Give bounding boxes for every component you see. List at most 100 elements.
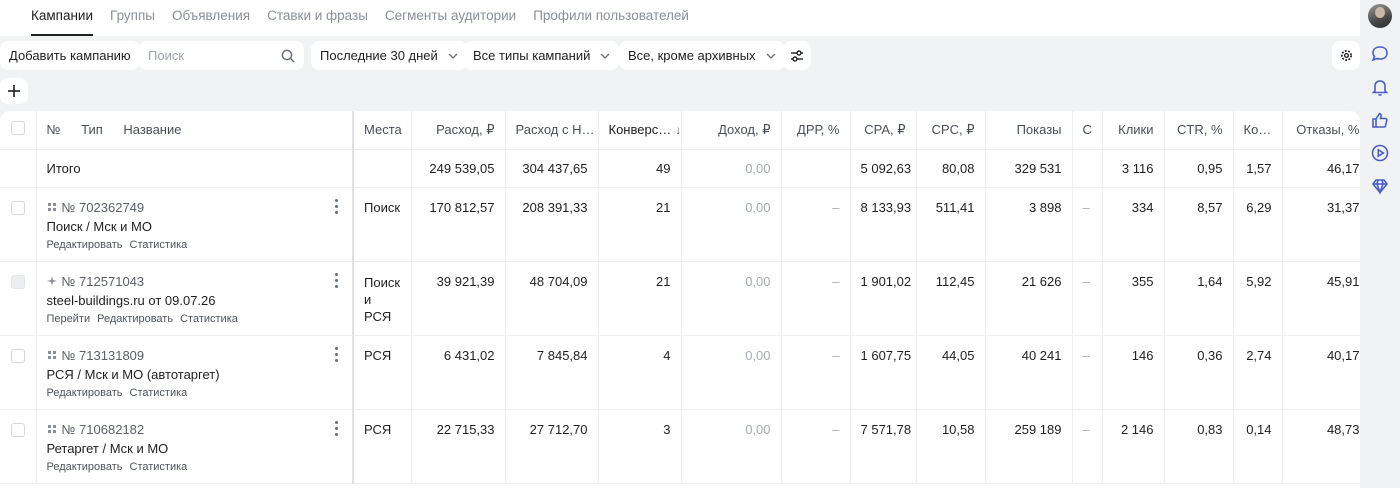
column-ctr[interactable]: CTR, %	[1164, 111, 1234, 150]
column-name[interactable]: Название	[123, 122, 182, 138]
toolbar: Добавить кампанию Последние 30 дней Все …	[0, 41, 1360, 70]
column-type[interactable]: Тип	[81, 122, 103, 138]
column-bounces[interactable]: Отказы, %	[1282, 111, 1360, 150]
column-conversions[interactable]: Конверс… ↓	[598, 111, 682, 150]
total-row: Итого 249 539,05 304 437,65 49 0,00 5 09…	[0, 149, 1360, 188]
search-icon[interactable]	[281, 49, 295, 63]
campaign-name[interactable]: РСЯ / Мск и МО (автотаргет)	[46, 366, 220, 382]
more-menu-icon[interactable]	[334, 346, 338, 362]
column-spend[interactable]: Расход, ₽	[411, 111, 506, 150]
search-input[interactable]	[148, 48, 281, 63]
campaign-revenue: 0,00	[681, 335, 782, 410]
chevron-down-icon	[766, 53, 776, 59]
campaign-id[interactable]: № 713131809	[61, 347, 145, 363]
add-row-button[interactable]	[0, 78, 28, 104]
campaign-ko: 0,14	[1233, 409, 1283, 484]
row-checkbox[interactable]	[10, 422, 25, 437]
campaign-links: Редактировать Статистика	[47, 461, 343, 473]
row-select-cell	[0, 335, 37, 410]
campaign-drr: –	[781, 187, 851, 262]
table-row: № 710682182 Ретаргет / Мск и МО Редактир…	[0, 409, 1360, 484]
add-campaign-label: Добавить кампанию	[9, 48, 131, 63]
column-revenue[interactable]: Доход, ₽	[681, 111, 782, 150]
column-ko[interactable]: Ко…	[1233, 111, 1283, 150]
tab-audience-segments[interactable]: Сегменты аудитории	[384, 8, 517, 23]
campaign-bounces: 48,73	[1282, 409, 1360, 484]
column-c[interactable]: С	[1072, 111, 1103, 150]
chevron-down-icon	[448, 53, 458, 59]
column-impressions[interactable]: Показы	[985, 111, 1073, 150]
play-icon[interactable]	[1369, 142, 1391, 164]
statistics-link[interactable]: Статистика	[129, 238, 188, 251]
tab-bar: Кампании Группы Объявления Ставки и фраз…	[0, 0, 1360, 36]
campaign-spend-vat: 27 712,70	[505, 409, 599, 484]
campaign-conversions: 4	[598, 335, 682, 410]
campaign-types-select[interactable]: Все типы кампаний	[464, 41, 620, 70]
row-select-cell	[0, 261, 37, 336]
chat-icon[interactable]	[1369, 43, 1391, 65]
campaign-c: –	[1072, 335, 1103, 410]
settings-button[interactable]	[1332, 41, 1360, 70]
campaign-cell: № 702362749 Поиск / Мск и МО Редактирова…	[36, 187, 354, 262]
campaign-cpa: 8 133,93	[850, 187, 917, 262]
select-all-cell	[0, 111, 37, 150]
column-clicks[interactable]: Клики	[1102, 111, 1165, 150]
tab-user-profiles[interactable]: Профили пользователей	[533, 8, 689, 23]
total-c	[1072, 149, 1103, 188]
bell-icon[interactable]	[1369, 76, 1391, 98]
column-cpc[interactable]: CPC, ₽	[916, 111, 986, 150]
row-checkbox[interactable]	[10, 200, 25, 215]
more-menu-icon[interactable]	[334, 272, 338, 288]
campaign-spend: 22 715,33	[411, 409, 506, 484]
edit-link[interactable]: Редактировать	[46, 386, 123, 399]
campaign-id[interactable]: № 710682182	[61, 421, 145, 437]
column-places[interactable]: Места	[353, 111, 412, 150]
thumbs-up-icon[interactable]	[1369, 109, 1391, 131]
add-campaign-button[interactable]: Добавить кампанию	[0, 41, 140, 70]
edit-link[interactable]: Редактировать	[97, 312, 174, 325]
column-drr[interactable]: ДРР, %	[781, 111, 851, 150]
campaign-bounces: 40,17	[1282, 335, 1360, 410]
campaign-cpc: 10,58	[916, 409, 986, 484]
campaign-id-line: № 702362749	[47, 200, 343, 215]
campaign-name[interactable]: steel-buildings.ru от 09.07.26	[46, 292, 216, 308]
total-conversions: 49	[598, 149, 682, 188]
statistics-link[interactable]: Статистика	[180, 312, 238, 325]
tab-campaigns[interactable]: Кампании	[31, 0, 94, 36]
gear-icon	[1340, 50, 1352, 61]
column-spend-vat[interactable]: Расход с Н…	[505, 111, 599, 150]
campaign-ctr: 1,64	[1164, 261, 1234, 336]
campaign-clicks: 2 146	[1102, 409, 1165, 484]
diamond-icon[interactable]	[1369, 175, 1391, 197]
filter-settings-button[interactable]	[783, 41, 811, 70]
campaign-impressions: 259 189	[985, 409, 1073, 484]
campaign-id[interactable]: № 702362749	[61, 199, 145, 215]
campaign-name[interactable]: Поиск / Мск и МО	[46, 218, 152, 234]
row-checkbox[interactable]	[10, 348, 25, 363]
period-select[interactable]: Последние 30 дней	[311, 41, 467, 70]
archive-filter-select[interactable]: Все, кроме архивных	[619, 41, 785, 70]
tab-bids-phrases[interactable]: Ставки и фразы	[267, 8, 368, 23]
campaign-clicks: 355	[1102, 261, 1165, 336]
row-select-cell	[0, 409, 37, 484]
tab-groups[interactable]: Группы	[110, 8, 155, 23]
more-menu-icon[interactable]	[334, 198, 338, 214]
statistics-link[interactable]: Статистика	[129, 386, 188, 399]
edit-link[interactable]: Редактировать	[46, 460, 123, 473]
more-menu-icon[interactable]	[334, 420, 338, 436]
go-link[interactable]: Перейти	[46, 312, 91, 325]
campaign-ctr: 0,83	[1164, 409, 1234, 484]
plus-icon	[8, 85, 20, 97]
column-number[interactable]: №	[46, 122, 61, 138]
row-checkbox[interactable]	[10, 274, 25, 289]
select-all-checkbox[interactable]	[10, 121, 25, 136]
column-cpa[interactable]: CPA, ₽	[850, 111, 917, 150]
tab-ads[interactable]: Объявления	[172, 8, 251, 23]
table-row: № 702362749 Поиск / Мск и МО Редактирова…	[0, 187, 1360, 262]
statistics-link[interactable]: Статистика	[129, 460, 188, 473]
edit-link[interactable]: Редактировать	[46, 238, 123, 251]
campaign-id[interactable]: № 712571043	[61, 273, 145, 289]
campaign-name[interactable]: Ретаргет / Мск и МО	[46, 440, 169, 456]
total-ko: 1,57	[1233, 149, 1283, 188]
avatar[interactable]	[1368, 4, 1392, 28]
